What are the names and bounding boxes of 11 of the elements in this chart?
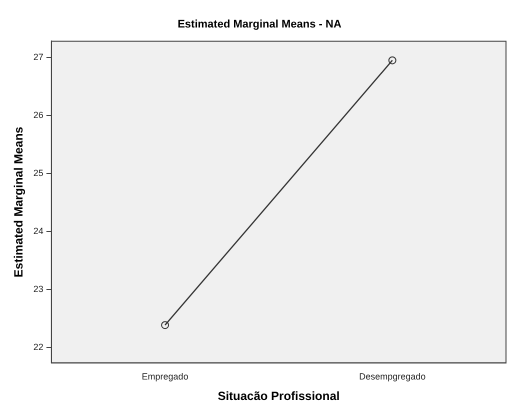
y-tick-label: 22 — [33, 342, 44, 352]
y-tick-label: 25 — [33, 168, 44, 178]
chart-title: Estimated Marginal Means - NA — [178, 18, 342, 31]
y-tick-label: 23 — [33, 284, 44, 294]
x-tick-label: Desempgregado — [359, 372, 426, 382]
x-tick-label: Empregado — [142, 372, 188, 382]
y-tick-label: 27 — [33, 52, 44, 62]
y-tick-label: 24 — [33, 226, 44, 236]
x-axis-title: Situacão Profissional — [218, 389, 340, 404]
y-tick-label: 26 — [33, 110, 44, 120]
y-axis-title: Estimated Marginal Means — [12, 126, 26, 278]
